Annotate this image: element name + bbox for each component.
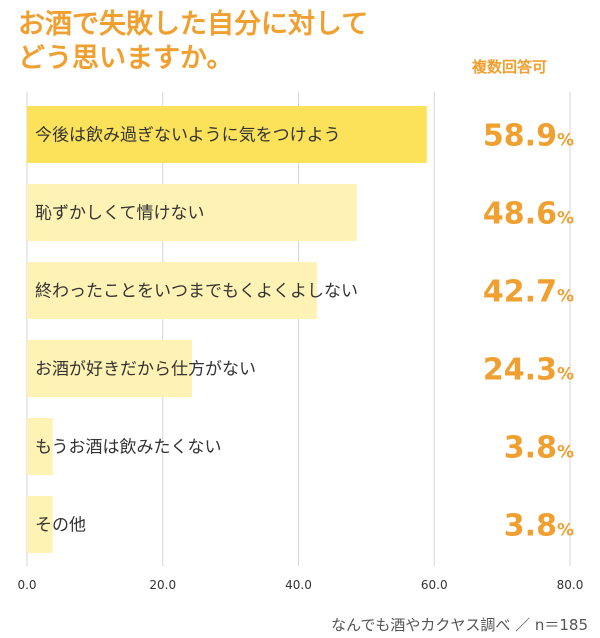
value-label: 24.3% [483, 353, 574, 388]
value-label: 3.8% [504, 509, 574, 544]
x-tick-label: 60.0 [421, 578, 448, 592]
category-label: 恥ずかしくて情けない [35, 204, 205, 224]
x-tick-label: 20.0 [149, 578, 176, 592]
bar [27, 184, 357, 241]
bar [27, 106, 427, 163]
category-label: 今後は飲み過ぎないように気をつけよう [35, 126, 341, 146]
x-tick-label: 40.0 [285, 578, 312, 592]
x-tick-label: 0.0 [17, 578, 36, 592]
category-label: その他 [35, 516, 86, 536]
multiple-answer-note: 複数回答可 [472, 58, 548, 76]
category-label: お酒が好きだから仕方がない [35, 360, 256, 380]
bar [27, 340, 192, 397]
bar-chart: 0.0 20.0 40.0 60.0 80.0 今後は飲み過ぎないように気をつけよう 58.… [17, 92, 584, 592]
bar [27, 262, 317, 319]
value-label: 48.6% [483, 197, 574, 232]
value-label: 3.8% [504, 431, 574, 466]
chart-title: お酒で失敗した自分に対して どう思いますか。 [18, 9, 369, 74]
bar [27, 418, 53, 475]
category-label: 終わったことをいつまでもくよくよしない [35, 282, 358, 302]
category-label: もうお酒は飲みたくない [35, 438, 222, 458]
source-note: なんでも酒やカクヤス調べ ／ n＝185 [331, 616, 588, 634]
x-tick-label: 80.0 [557, 578, 584, 592]
bar [27, 496, 53, 553]
value-label: 58.9% [483, 119, 574, 154]
value-label: 42.7% [483, 275, 574, 310]
